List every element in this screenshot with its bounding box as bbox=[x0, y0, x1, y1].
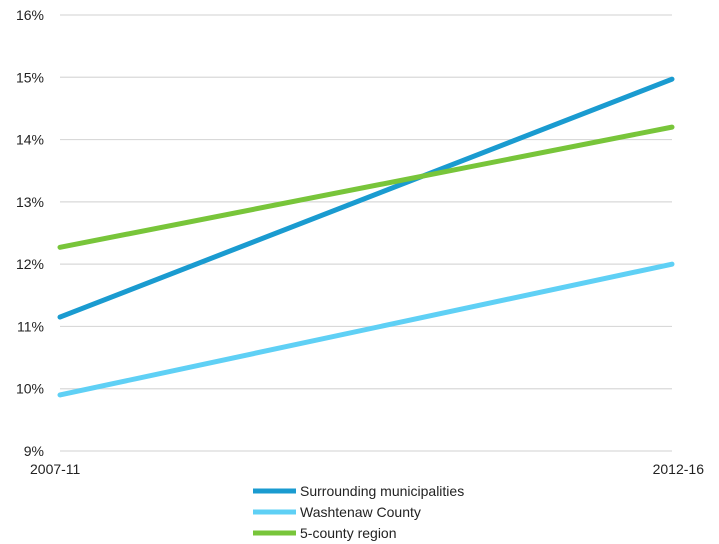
legend: Surrounding municipalities Washtenaw Coun… bbox=[253, 483, 464, 541]
y-tick-label: 10% bbox=[16, 381, 44, 397]
series-lines bbox=[57, 76, 675, 398]
legend-label: Surrounding municipalities bbox=[300, 483, 464, 499]
series-line-2 bbox=[57, 124, 675, 250]
y-tick-label: 11% bbox=[17, 318, 44, 334]
legend-label: 5-county region bbox=[300, 525, 397, 541]
y-tick-label: 12% bbox=[16, 256, 44, 272]
series-line-1 bbox=[57, 261, 675, 398]
y-tick-label: 16% bbox=[16, 7, 44, 23]
x-tick-label: 2012-16 bbox=[653, 461, 705, 477]
y-tick-label: 9% bbox=[24, 443, 44, 459]
y-tick-label: 13% bbox=[16, 194, 44, 210]
gridlines bbox=[60, 14, 672, 452]
y-axis-tick-labels: 9% 10% 11% 12% 13% 14% 15% 16% bbox=[16, 7, 44, 459]
y-tick-label: 14% bbox=[16, 132, 44, 148]
series-line-0 bbox=[57, 76, 675, 320]
x-tick-label: 2007-11 bbox=[30, 461, 81, 477]
legend-label: Washtenaw County bbox=[300, 504, 421, 520]
x-axis-tick-labels: 2007-11 2012-16 bbox=[30, 461, 704, 477]
y-tick-label: 15% bbox=[16, 69, 44, 85]
